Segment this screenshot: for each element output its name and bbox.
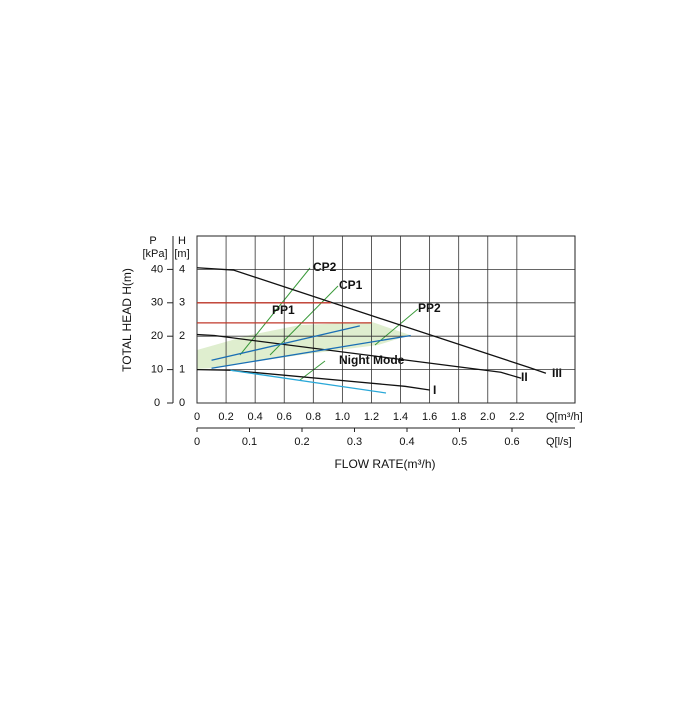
curve <box>211 334 411 369</box>
x-tick-label: 1.8 <box>451 411 466 423</box>
x-tick-label: 1.4 <box>393 411 408 423</box>
x-tick-label: 1.2 <box>364 411 379 423</box>
curve-label: CP2 <box>313 260 337 274</box>
curve <box>196 333 522 379</box>
x-tick-label: 2.0 <box>480 411 495 423</box>
curve <box>211 325 360 361</box>
y-title: H <box>178 235 186 247</box>
curve <box>230 369 387 394</box>
y2-title: P <box>149 235 156 247</box>
y-tick-label: 1 <box>179 364 185 376</box>
x-unit: Q[m³/h] <box>546 411 583 423</box>
x-tick-label: 0 <box>194 411 200 423</box>
x2-tick-label: 0.4 <box>399 436 414 448</box>
x-tick-label: 0.6 <box>277 411 292 423</box>
y-tick-label: 3 <box>179 297 185 309</box>
x-tick-label: 1.0 <box>335 411 350 423</box>
curve-label: II <box>521 370 528 384</box>
curve-label: PP1 <box>272 303 295 317</box>
x-tick-label: 0.8 <box>306 411 321 423</box>
operating-area <box>197 322 410 369</box>
x-tick-label: 1.6 <box>422 411 437 423</box>
x2-tick-label: 0.2 <box>294 436 309 448</box>
x2-unit: Q[l/s] <box>546 436 572 448</box>
x2-tick-label: 0.6 <box>504 436 519 448</box>
y2-tick-label: 20 <box>151 330 163 342</box>
x2-tick-label: 0.3 <box>347 436 362 448</box>
x2-tick-label: 0.1 <box>242 436 257 448</box>
y-unit: [m] <box>174 248 189 260</box>
curve-label: III <box>552 366 562 380</box>
y-label: TOTAL HEAD H(m) <box>120 268 134 372</box>
y2-tick-label: 40 <box>151 263 163 275</box>
x-tick-label: 0.4 <box>248 411 263 423</box>
curve-label: CP1 <box>339 278 363 292</box>
x2-tick-label: 0.5 <box>452 436 467 448</box>
y2-tick-label: 30 <box>151 297 163 309</box>
y-tick-label: 0 <box>179 397 185 409</box>
y2-unit: [kPa] <box>142 248 167 260</box>
y2-tick-label: 10 <box>151 364 163 376</box>
y-tick-label: 2 <box>179 330 185 342</box>
y2-tick-label: 0 <box>154 397 160 409</box>
x-tick-label: 0.2 <box>218 411 233 423</box>
curve <box>196 267 547 374</box>
x2-tick-label: 0 <box>194 436 200 448</box>
curve-label: I <box>433 383 436 397</box>
y-tick-label: 4 <box>179 263 185 275</box>
x-tick-label: 2.2 <box>509 411 524 423</box>
curve <box>196 368 430 391</box>
x-label: FLOW RATE(m³/h) <box>334 457 435 471</box>
